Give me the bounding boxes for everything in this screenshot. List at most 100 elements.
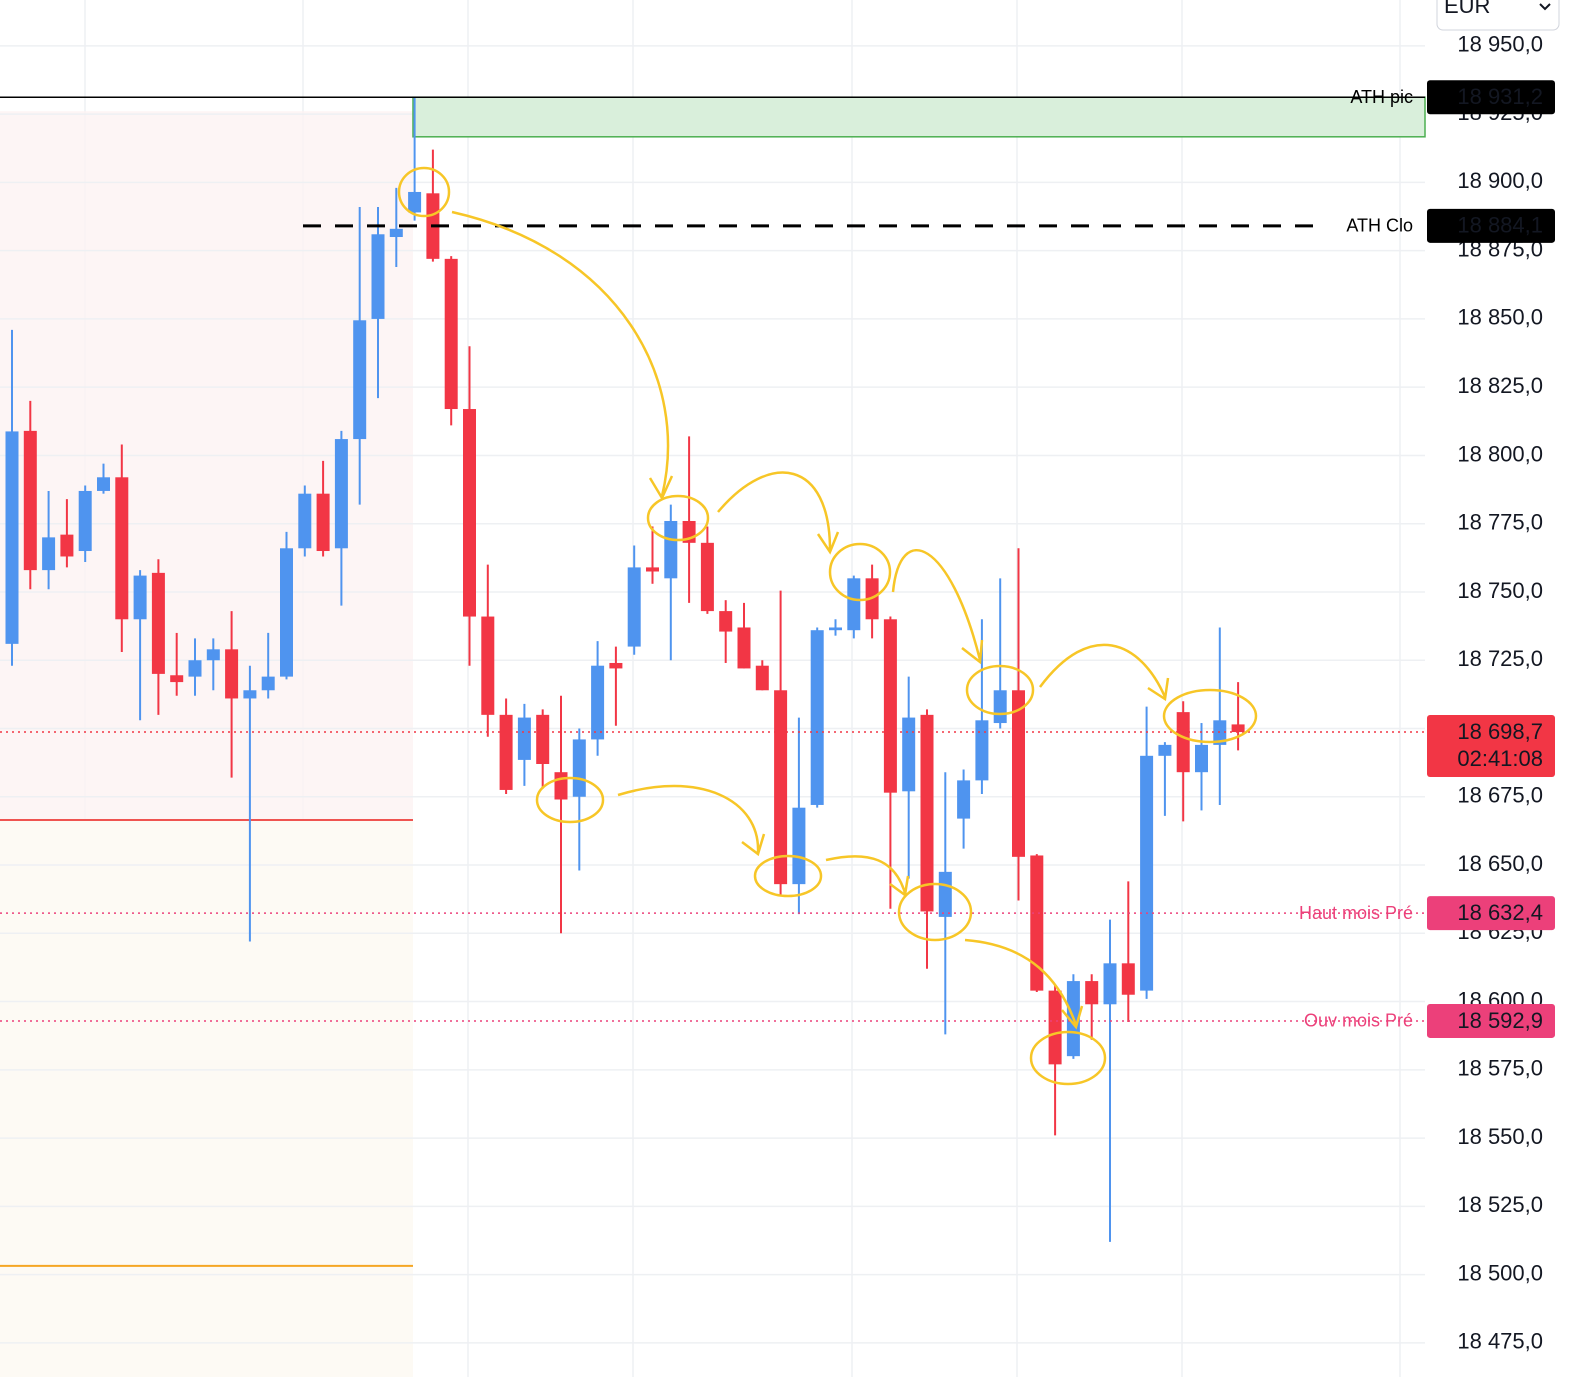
- candle-body: [1231, 724, 1245, 733]
- level-name: ATH pic: [1350, 87, 1413, 107]
- candle-body: [591, 665, 605, 740]
- zone: [412, 96, 1426, 138]
- price-badge: [1427, 896, 1555, 931]
- price-badge-label: 18 592,9: [1457, 1008, 1543, 1033]
- candle-body: [280, 548, 293, 677]
- price-labels: 18 931,2 18 884,1 18 632,4 18 592,9 18 698,7…: [1427, 80, 1555, 1038]
- level-name: Ouv mois Pré: [1304, 1011, 1413, 1031]
- plot: 18 950,018 925,018 900,018 875,018 850,0…: [0, 32, 1543, 1377]
- y-tick-label: 18 575,0: [1457, 1056, 1543, 1081]
- candle-body: [883, 619, 897, 793]
- candle-body: [957, 780, 971, 819]
- arrow: [717, 471, 840, 555]
- level-name: ATH Clo: [1346, 216, 1413, 236]
- price-badge-label: 18 632,4: [1457, 900, 1543, 925]
- candle-body: [774, 690, 788, 885]
- candle-body: [902, 717, 916, 792]
- candle-body: [243, 690, 257, 699]
- candle-body: [206, 649, 220, 661]
- candle-body: [517, 717, 531, 760]
- candle-body: [993, 690, 1007, 724]
- candle-body: [188, 660, 202, 677]
- candle-body: [97, 477, 110, 491]
- y-tick-label: 18 650,0: [1457, 851, 1543, 876]
- y-tick-label: 18 725,0: [1457, 646, 1543, 671]
- candle-body: [261, 676, 275, 691]
- arrow: [825, 855, 910, 898]
- highlight-circle: [397, 166, 451, 218]
- candle-body: [78, 490, 92, 552]
- candle-body: [810, 630, 824, 805]
- candle-body: [627, 567, 641, 647]
- range-shade: [0, 111, 413, 820]
- candle-body: [389, 228, 403, 238]
- candle-body: [133, 575, 147, 620]
- candle-body: [115, 477, 129, 620]
- candle-body: [829, 627, 842, 631]
- candle-body: [170, 675, 184, 683]
- price-badge-label: 18 931,2: [1457, 84, 1543, 109]
- range-shade: [0, 819, 413, 1377]
- y-tick-label: 18 950,0: [1457, 32, 1543, 57]
- candle-body: [792, 807, 806, 885]
- dropdown[interactable]: [1436, 0, 1560, 31]
- candle-body: [463, 409, 476, 617]
- highlight-circle: [1029, 1030, 1107, 1086]
- candle-body: [646, 567, 659, 572]
- candle-body: [42, 537, 56, 571]
- countdown: 02:41:08: [1457, 746, 1543, 771]
- candle-body: [755, 665, 769, 691]
- candle-body: [353, 320, 367, 440]
- y-tick-label: 18 550,0: [1457, 1124, 1543, 1149]
- annotations: [397, 166, 1258, 1086]
- y-tick-label: 18 500,0: [1457, 1260, 1543, 1285]
- candle-body: [444, 258, 458, 410]
- candle-body: [23, 430, 37, 571]
- dropdown-caret[interactable]: [1539, 3, 1551, 11]
- candle-body: [554, 772, 568, 800]
- currency-label[interactable]: EUR: [1444, 0, 1490, 18]
- candle-body: [225, 649, 239, 699]
- arrow: [617, 784, 766, 857]
- price-badge-label: 18 884,1: [1457, 213, 1543, 238]
- candle-body: [1048, 990, 1062, 1065]
- candle-body: [920, 714, 934, 912]
- candle-body: [737, 627, 751, 669]
- level-name: Haut mois Pré: [1299, 903, 1413, 923]
- y-tick-label: 18 525,0: [1457, 1192, 1543, 1217]
- candle-body: [371, 234, 385, 319]
- currency-select[interactable]: EUR: [1436, 0, 1560, 31]
- candle-body: [572, 739, 586, 797]
- highlight-circle: [646, 494, 710, 542]
- candle-body: [1176, 712, 1190, 773]
- y-tick-label: 18 775,0: [1457, 510, 1543, 535]
- candle-body: [1195, 744, 1208, 773]
- arrow: [1038, 643, 1170, 702]
- highlight-circle: [965, 664, 1035, 716]
- candle-body: [499, 714, 513, 790]
- highlight-circle: [753, 854, 823, 898]
- candle-body: [938, 871, 952, 917]
- candle-body: [1103, 963, 1117, 1005]
- candle-body: [975, 720, 989, 781]
- arrow: [891, 548, 984, 665]
- candle-body: [609, 662, 623, 669]
- y-tick-label: 18 675,0: [1457, 783, 1543, 808]
- candle-body: [1158, 744, 1172, 756]
- candle-body: [719, 611, 733, 632]
- candle-body: [481, 616, 495, 715]
- candle-body: [5, 431, 19, 644]
- candle-body: [316, 493, 330, 552]
- highlight-circle: [535, 776, 605, 824]
- candle-body: [408, 191, 422, 213]
- y-tick-label: 18 750,0: [1457, 578, 1543, 603]
- candle-body: [536, 714, 550, 764]
- candle-body: [298, 493, 312, 549]
- highlight-circle: [1162, 688, 1258, 744]
- candle-body: [1085, 981, 1099, 1005]
- y-tick-label: 18 475,0: [1457, 1329, 1543, 1354]
- highlight-circle: [828, 542, 892, 602]
- candle-body: [664, 520, 678, 579]
